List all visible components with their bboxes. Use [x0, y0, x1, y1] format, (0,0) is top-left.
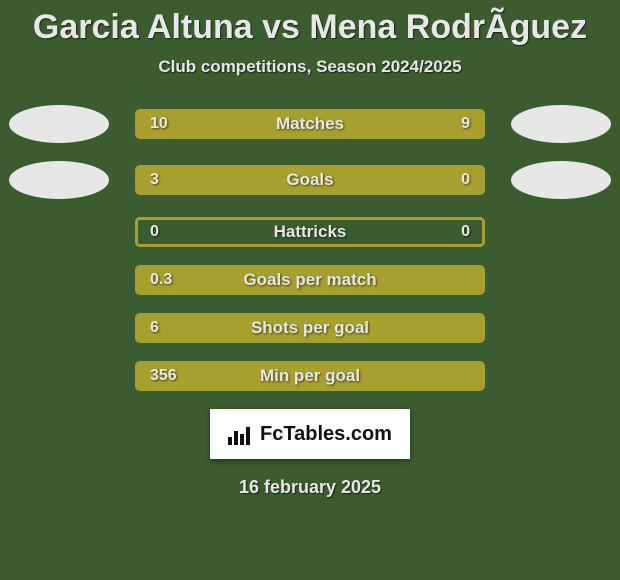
player-left-oval [9, 105, 109, 143]
stat-bar: 0.3Goals per match [135, 265, 485, 295]
stat-row: 109Matches [0, 105, 620, 143]
stat-rows-container: 109Matches 30Goals 00Hattricks 0.3Goals per… [0, 105, 620, 391]
stat-bar: 30Goals [135, 165, 485, 195]
stat-row: 356Min per goal [0, 361, 620, 391]
page-subtitle: Club competitions, Season 2024/2025 [0, 57, 620, 77]
stat-row: 30Goals [0, 161, 620, 199]
stat-label: Goals per match [138, 268, 482, 292]
player-left-oval [9, 161, 109, 199]
comparison-infographic: Garcia Altuna vs Mena RodrÃ­guez Club co… [0, 0, 620, 580]
player-right-oval [511, 105, 611, 143]
logo-badge: FcTables.com [210, 409, 410, 459]
stat-row: 6Shots per goal [0, 313, 620, 343]
stat-row: 00Hattricks [0, 217, 620, 247]
stat-label: Min per goal [138, 364, 482, 388]
player-right-oval [511, 161, 611, 199]
stat-bar: 109Matches [135, 109, 485, 139]
stat-label: Hattricks [138, 220, 482, 244]
stat-label: Goals [138, 168, 482, 192]
stat-bar: 00Hattricks [135, 217, 485, 247]
logo-text: FcTables.com [260, 423, 392, 446]
stat-label: Shots per goal [138, 316, 482, 340]
stat-row: 0.3Goals per match [0, 265, 620, 295]
date-line: 16 february 2025 [0, 477, 620, 498]
stat-bar: 356Min per goal [135, 361, 485, 391]
bars-icon [228, 423, 254, 445]
page-title: Garcia Altuna vs Mena RodrÃ­guez [0, 0, 620, 47]
stat-label: Matches [138, 112, 482, 136]
stat-bar: 6Shots per goal [135, 313, 485, 343]
